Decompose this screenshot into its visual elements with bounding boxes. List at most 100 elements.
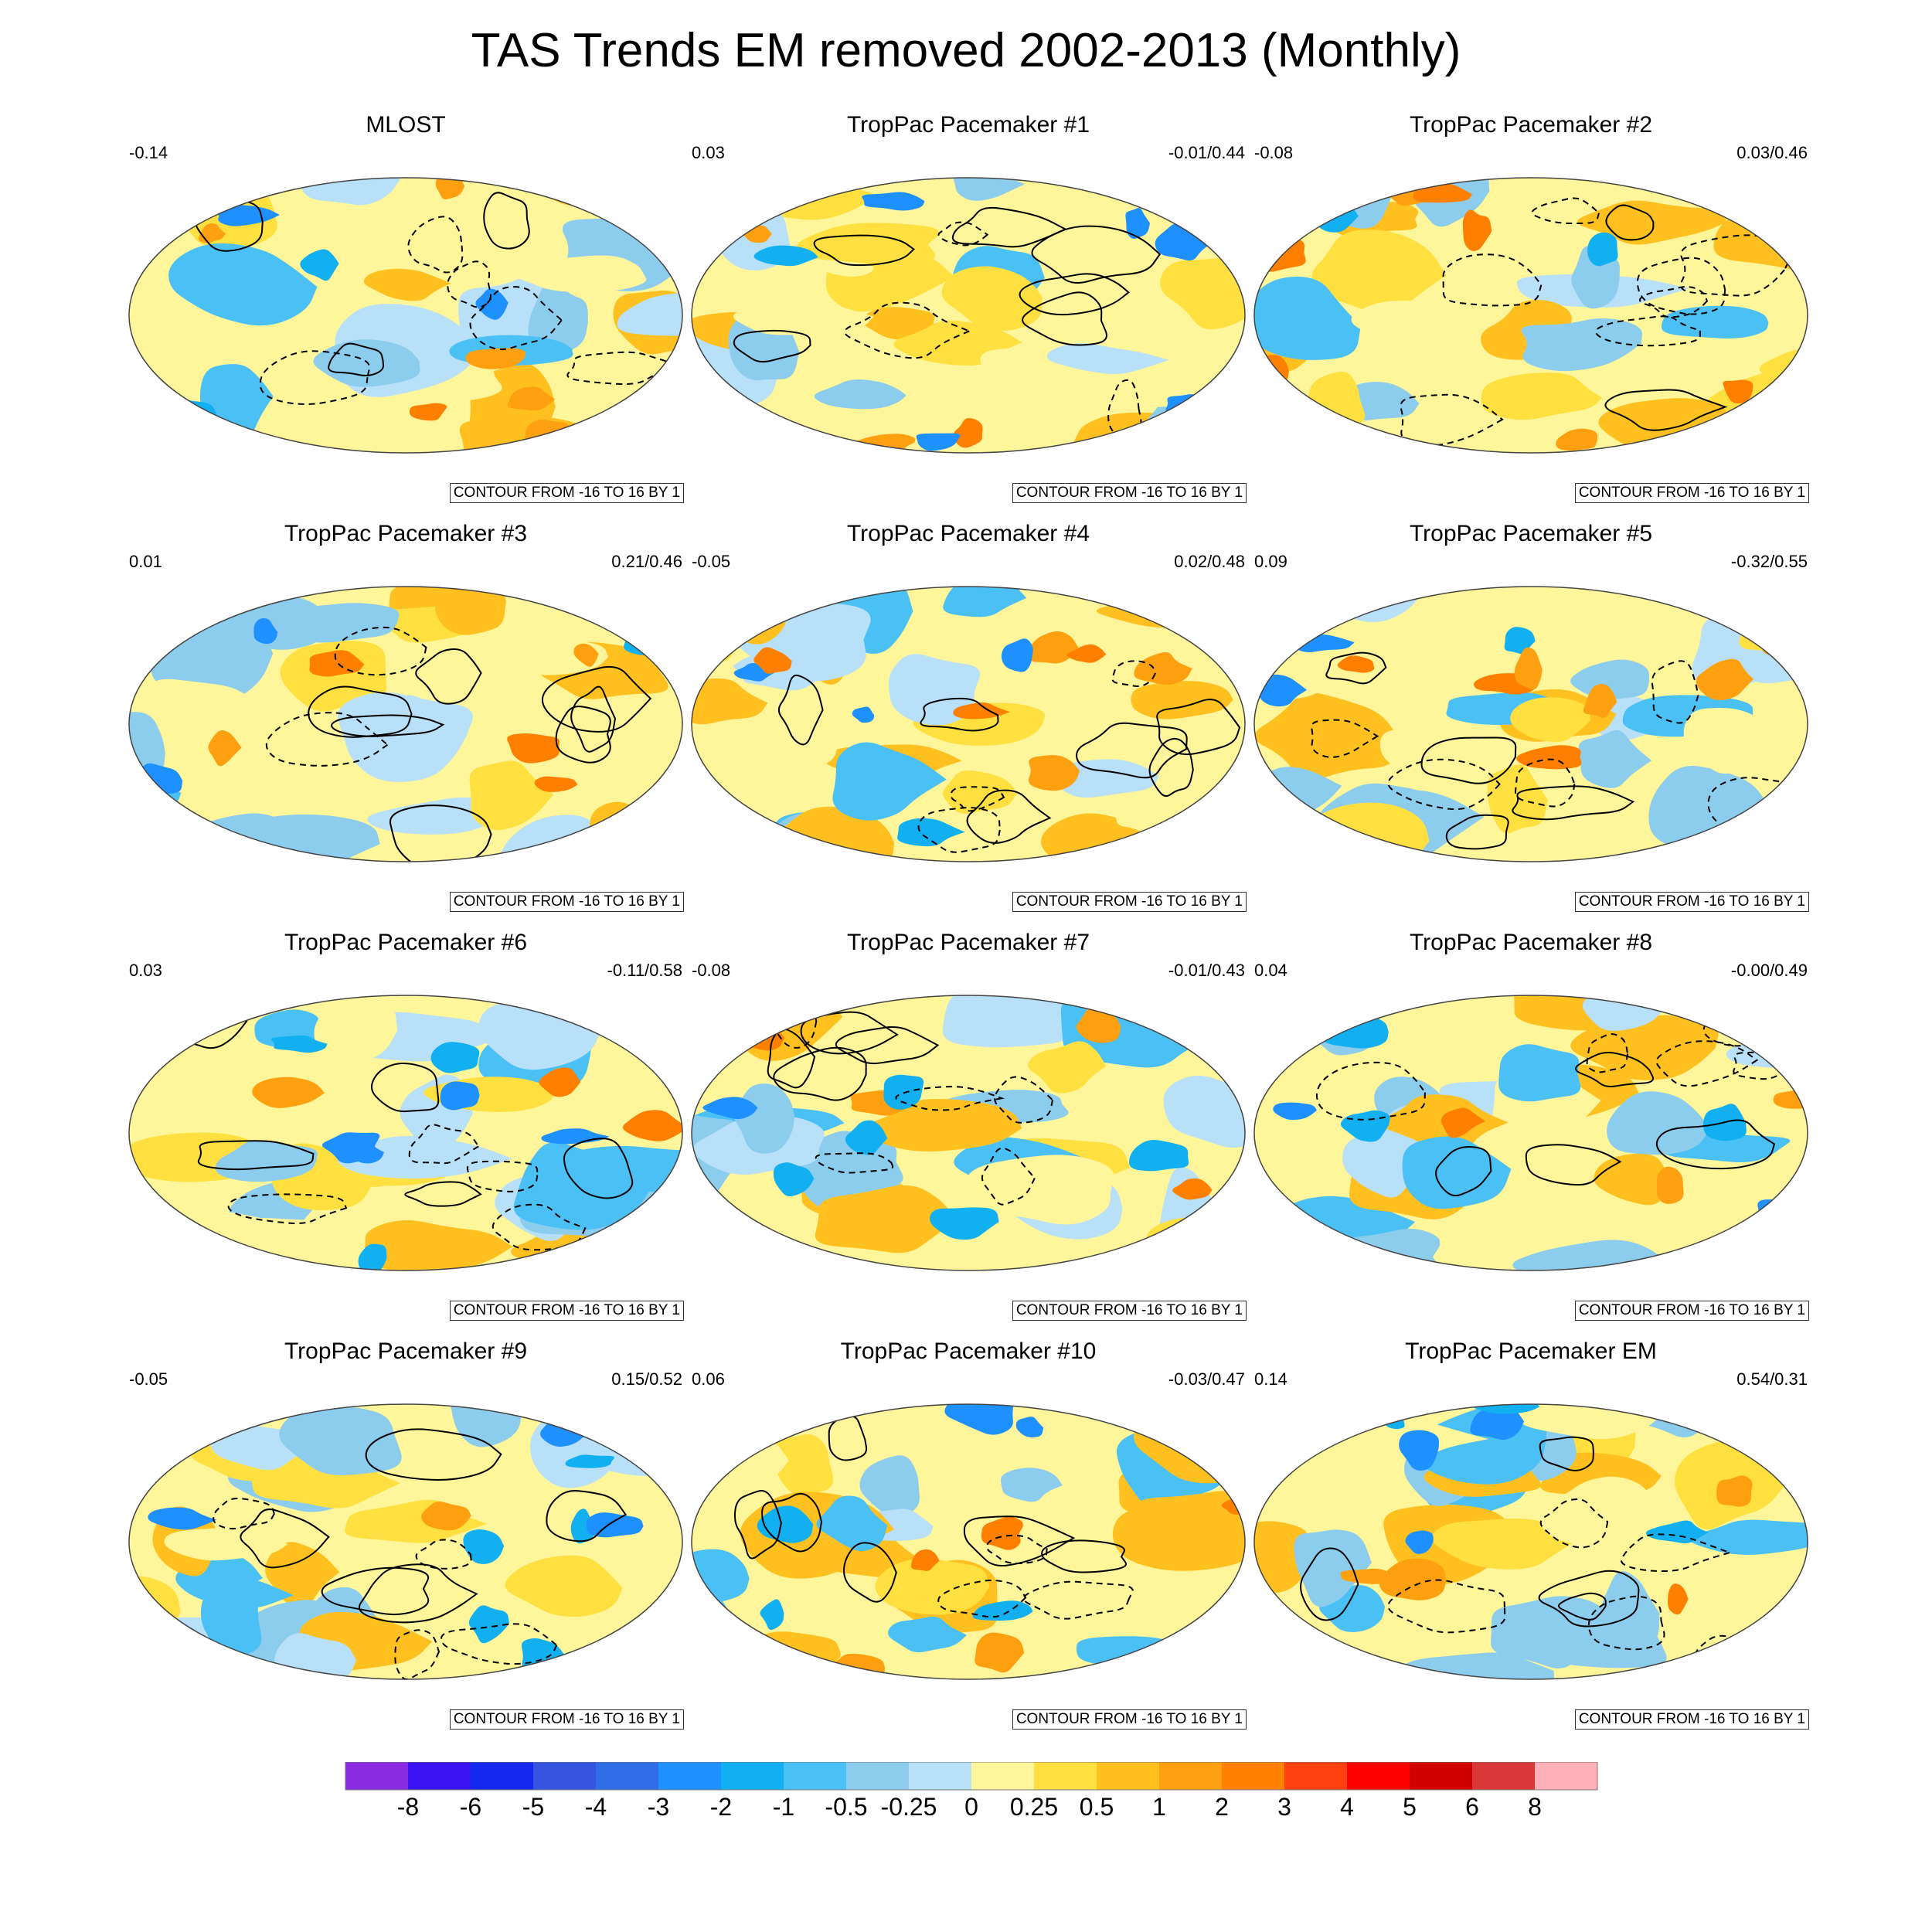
- pressure-contour: [1387, 758, 1501, 811]
- cool-anomaly: [1491, 1596, 1612, 1668]
- cool-anomaly: [168, 243, 318, 326]
- panel-right-value: 0.21/0.46: [611, 552, 682, 571]
- pressure-contour: [950, 786, 1005, 812]
- pressure-contour: [842, 1542, 897, 1603]
- pressure-contour: [370, 1062, 440, 1113]
- pressure-contour: [1041, 1539, 1128, 1573]
- trend-field: [1254, 995, 1808, 1270]
- warm-anomaly: [711, 587, 791, 645]
- contour-info: CONTOUR FROM -16 TO 16 BY 1: [1012, 892, 1247, 912]
- cool-anomaly: [753, 245, 818, 267]
- map-panel: TropPac Pacemaker EM 0.14 0.54/0.31 CONTOUR…: [1253, 1338, 1809, 1748]
- warm-anomaly: [507, 733, 560, 764]
- contour-info: CONTOUR FROM -16 TO 16 BY 1: [449, 1709, 684, 1730]
- pressure-contour: [1442, 253, 1543, 307]
- cool-anomaly: [1318, 1015, 1389, 1049]
- pressure-contour: [213, 1497, 275, 1530]
- pressure-contour: [963, 1515, 1076, 1566]
- cool-anomaly: [270, 1035, 328, 1053]
- colorbar-swatch: [408, 1762, 471, 1790]
- contour-info: CONTOUR FROM -16 TO 16 BY 1: [449, 483, 684, 503]
- cool-anomaly: [888, 1616, 968, 1653]
- colorbar-tick-label: -3: [647, 1793, 670, 1821]
- warm-anomaly: [278, 716, 358, 764]
- cool-anomaly: [1294, 1529, 1372, 1607]
- contour-info: CONTOUR FROM -16 TO 16 BY 1: [1012, 483, 1247, 503]
- colorbar-tick-label: 8: [1528, 1793, 1542, 1821]
- map-panel: TropPac Pacemaker #2 -0.08 0.03/0.46 CONTOU…: [1253, 112, 1809, 522]
- warm-anomaly: [198, 223, 226, 243]
- cool-anomaly: [300, 249, 339, 281]
- map-panel: TropPac Pacemaker #7 -0.08 -0.01/0.43 CONTO…: [690, 930, 1247, 1339]
- warm-anomaly: [129, 1635, 151, 1656]
- cool-anomaly: [440, 1081, 480, 1111]
- cool-anomaly: [1402, 1136, 1512, 1209]
- warm-anomaly: [1556, 428, 1598, 451]
- panel-title: MLOST: [366, 112, 446, 138]
- map-panel: MLOST -0.14 CONTOUR FROM -16 TO 16 BY 1: [128, 112, 684, 522]
- contour-info: CONTOUR FROM -16 TO 16 BY 1: [449, 1301, 684, 1321]
- trend-field: [1254, 178, 1808, 453]
- map-panel: TropPac Pacemaker #3 0.01 0.21/0.46 CONTOUR…: [128, 521, 684, 930]
- world-map: [128, 1403, 683, 1680]
- pressure-contour: [259, 350, 371, 406]
- cool-anomaly: [159, 398, 218, 440]
- map-border: [691, 586, 1246, 862]
- warm-anomaly: [314, 995, 398, 1062]
- warm-anomaly: [815, 1185, 956, 1253]
- warm-anomaly: [1583, 684, 1617, 718]
- cool-anomaly: [862, 192, 925, 211]
- panel-right-value: -0.01/0.43: [1168, 961, 1245, 980]
- cool-anomaly: [1645, 1520, 1709, 1544]
- panel-right-value: -0.01/0.44: [1168, 143, 1245, 162]
- panel-title: TropPac Pacemaker #3: [284, 521, 528, 546]
- warm-anomaly: [1072, 412, 1238, 453]
- warm-anomaly: [753, 647, 792, 674]
- colorbar-tick-label: 3: [1277, 1793, 1291, 1821]
- trend-field: [692, 1404, 1245, 1679]
- warm-anomaly: [742, 1026, 784, 1051]
- panel-left-value: 0.06: [692, 1369, 725, 1389]
- warm-anomaly: [875, 1558, 990, 1615]
- pressure-contour: [1512, 785, 1635, 821]
- cool-anomaly: [1473, 1404, 1540, 1414]
- pressure-contour: [1638, 286, 1709, 318]
- warm-anomaly: [539, 1067, 581, 1097]
- trend-field: [692, 587, 1245, 862]
- cool-anomaly: [916, 433, 961, 451]
- world-map: [691, 177, 1246, 454]
- pressure-contour: [1022, 291, 1107, 346]
- warm-anomaly: [692, 1623, 759, 1679]
- map-border: [128, 586, 683, 862]
- warm-anomaly: [797, 223, 939, 267]
- pressure-contour: [466, 1160, 539, 1192]
- pressure-contour: [1655, 1040, 1759, 1087]
- trend-field: [1254, 1404, 1808, 1679]
- pressure-contour: [566, 351, 682, 386]
- cool-anomaly: [760, 1599, 784, 1631]
- map-border: [128, 1403, 683, 1680]
- cool-anomaly: [358, 1243, 387, 1270]
- pressure-contour: [483, 192, 530, 250]
- warm-anomaly: [941, 266, 1043, 332]
- pressure-contour: [197, 1140, 315, 1171]
- panel-right-value: 0.54/0.31: [1736, 1369, 1808, 1389]
- warm-anomaly: [1379, 1558, 1447, 1600]
- colorbar-outline: [345, 1762, 1598, 1791]
- cool-anomaly: [944, 1404, 1013, 1435]
- pressure-contour: [555, 706, 611, 764]
- cool-anomaly: [692, 1404, 747, 1443]
- pressure-contour: [570, 685, 617, 753]
- cool-anomaly: [1688, 1519, 1808, 1555]
- cool-anomaly: [1405, 1530, 1434, 1554]
- pressure-contour: [331, 714, 445, 737]
- colorbar-swatch: [846, 1762, 909, 1790]
- colorbar-labels: -8 -6 -5 -4 -3 -2 -1 -0.5 -0.25 0 0.25 0.5 1 2 3 4 5 6 8: [0, 1793, 1932, 1832]
- pressure-contour: [394, 1629, 440, 1679]
- cool-anomaly: [1278, 587, 1424, 622]
- colorbar-swatch: [1284, 1762, 1347, 1790]
- pressure-contour: [1107, 379, 1142, 440]
- colorbar-tick-label: -0.5: [825, 1793, 868, 1821]
- contour-info: CONTOUR FROM -16 TO 16 BY 1: [1574, 483, 1809, 503]
- pressure-contour: [334, 626, 427, 676]
